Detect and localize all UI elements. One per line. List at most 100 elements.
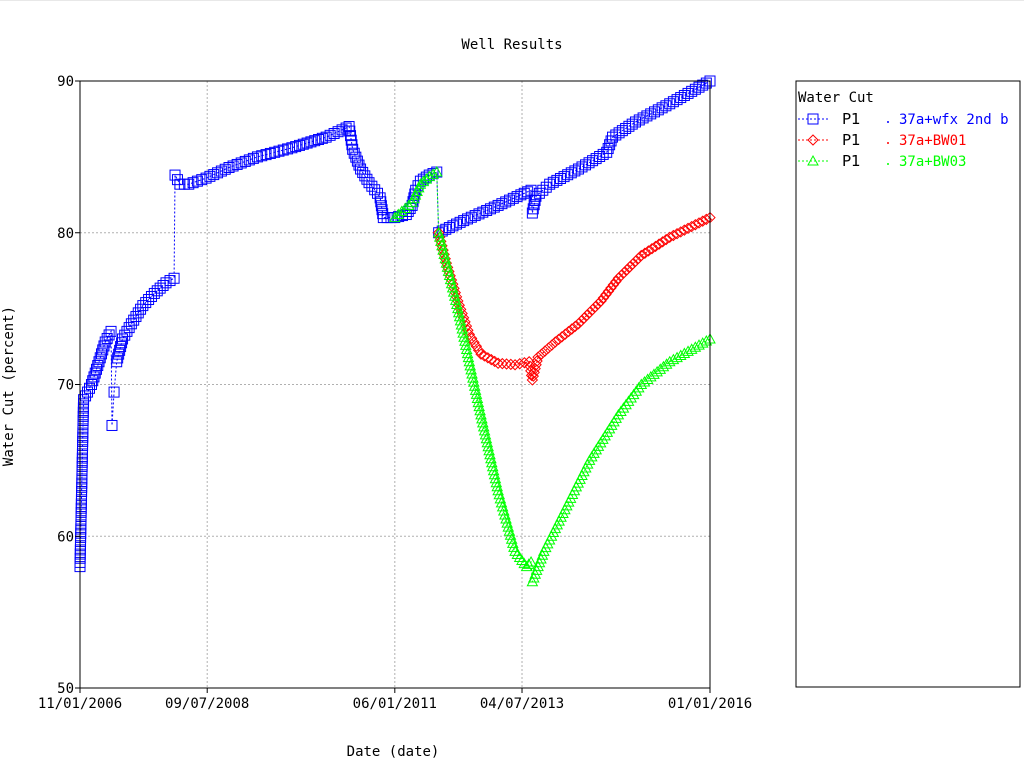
square-marker — [264, 147, 276, 159]
diamond-marker — [485, 353, 497, 366]
square-marker — [260, 149, 272, 161]
square-marker — [239, 155, 251, 167]
triangle-marker — [399, 202, 412, 213]
square-marker — [527, 203, 539, 215]
triangle-marker — [451, 302, 464, 314]
triangle-marker — [460, 343, 473, 354]
square-marker — [97, 344, 109, 356]
triangle-marker — [402, 199, 415, 210]
square-marker — [99, 336, 111, 348]
triangle-marker — [491, 480, 504, 492]
square-marker — [451, 218, 463, 230]
diamond-marker — [575, 315, 587, 327]
triangle-marker — [630, 385, 643, 396]
square-marker — [616, 125, 628, 137]
square-marker — [95, 348, 107, 360]
diamond-marker — [605, 282, 617, 294]
square-marker — [454, 216, 466, 228]
triangle-marker — [483, 444, 495, 456]
square-marker — [219, 163, 231, 175]
triangle-marker — [440, 257, 453, 268]
triangle-marker — [516, 554, 528, 566]
square-marker — [682, 87, 694, 99]
triangle-marker — [700, 335, 713, 346]
diamond-marker — [671, 228, 683, 240]
y-tick-label: 60 — [57, 529, 74, 545]
diamond-marker — [621, 264, 633, 276]
legend-entry: P1 37a+wfx 2nd b — [798, 110, 1009, 128]
square-marker — [572, 163, 584, 175]
triangle-marker — [632, 381, 645, 393]
diamond-marker — [696, 215, 709, 227]
triangle-marker — [497, 504, 510, 516]
square-marker — [350, 151, 362, 163]
triangle-marker — [445, 277, 458, 289]
diamond-marker — [453, 299, 465, 311]
square-marker — [204, 170, 216, 182]
square-marker — [301, 137, 313, 149]
square-marker — [443, 222, 455, 234]
legend-entry: P1 37a+BW01 — [798, 131, 966, 149]
diamond-marker — [685, 220, 698, 233]
square-marker — [247, 152, 259, 164]
triangle-marker — [449, 294, 462, 305]
triangle-marker — [490, 476, 503, 488]
square-marker — [537, 184, 549, 196]
diamond-marker — [549, 336, 562, 348]
square-marker — [554, 172, 566, 184]
square-marker — [353, 159, 365, 171]
square-marker — [496, 198, 508, 210]
diamond-marker — [496, 357, 509, 370]
square-marker — [164, 275, 176, 287]
square-marker — [340, 122, 352, 134]
diamond-marker — [678, 224, 691, 236]
diamond-marker — [539, 345, 551, 357]
square-marker — [473, 208, 485, 220]
square-marker — [111, 356, 123, 368]
square-marker — [114, 344, 126, 356]
square-marker — [641, 110, 653, 122]
triangle-marker — [635, 378, 648, 389]
square-marker — [689, 83, 701, 95]
square-marker — [645, 108, 657, 120]
triangle-marker — [486, 460, 499, 472]
diamond-marker — [646, 242, 658, 255]
square-marker — [518, 187, 530, 199]
square-marker — [106, 419, 118, 431]
diamond-marker — [682, 222, 694, 235]
legend-dot — [887, 121, 889, 123]
triangle-marker — [479, 428, 492, 440]
diamond-marker — [578, 312, 590, 324]
triangle-marker — [444, 273, 457, 285]
diamond-marker — [532, 351, 544, 363]
triangle-marker — [472, 396, 485, 408]
y-tick-label: 80 — [57, 226, 74, 242]
square-marker — [693, 81, 705, 93]
triangle-marker — [467, 372, 479, 383]
square-marker — [529, 195, 541, 207]
series-line — [394, 171, 711, 582]
diamond-marker — [689, 219, 702, 231]
diamond-marker — [597, 292, 610, 304]
square-marker — [112, 352, 124, 364]
legend-well-label: P1 — [842, 110, 861, 128]
triangle-marker — [474, 404, 486, 416]
series-square — [74, 75, 716, 573]
diamond-marker — [472, 344, 485, 356]
square-marker — [251, 151, 263, 163]
x-tick-label: 11/01/2006 — [38, 696, 122, 712]
triangle-marker — [476, 416, 489, 428]
square-marker — [85, 379, 97, 390]
diamond-marker — [569, 320, 581, 333]
triangle-marker — [505, 533, 518, 544]
triangle-marker — [435, 235, 447, 246]
square-marker — [359, 170, 371, 182]
square-marker — [351, 155, 363, 167]
triangle-marker — [446, 281, 459, 293]
square-marker — [297, 138, 309, 150]
triangle-marker — [448, 290, 461, 301]
square-marker — [93, 356, 105, 368]
diamond-marker — [475, 348, 487, 360]
square-marker — [215, 165, 227, 177]
triangle-marker — [480, 432, 493, 444]
